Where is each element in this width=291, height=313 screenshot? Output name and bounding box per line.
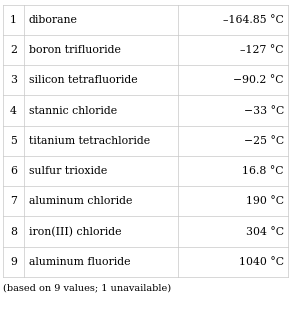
- Text: boron trifluoride: boron trifluoride: [29, 45, 120, 55]
- Text: titanium tetrachloride: titanium tetrachloride: [29, 136, 150, 146]
- Text: –164.85 °C: –164.85 °C: [223, 15, 284, 25]
- Text: iron(III) chloride: iron(III) chloride: [29, 227, 121, 237]
- Text: −90.2 °C: −90.2 °C: [233, 75, 284, 85]
- Text: 6: 6: [10, 166, 17, 176]
- Text: 2: 2: [10, 45, 17, 55]
- Text: 304 °C: 304 °C: [246, 227, 284, 237]
- Text: (based on 9 values; 1 unavailable): (based on 9 values; 1 unavailable): [3, 283, 171, 292]
- Text: −33 °C: −33 °C: [244, 105, 284, 115]
- Text: stannic chloride: stannic chloride: [29, 105, 117, 115]
- Text: 7: 7: [10, 196, 17, 206]
- Text: 5: 5: [10, 136, 17, 146]
- Text: diborane: diborane: [29, 15, 77, 25]
- Text: 9: 9: [10, 257, 17, 267]
- Text: –127 °C: –127 °C: [240, 45, 284, 55]
- Text: aluminum fluoride: aluminum fluoride: [29, 257, 130, 267]
- Text: aluminum chloride: aluminum chloride: [29, 196, 132, 206]
- Text: 190 °C: 190 °C: [246, 196, 284, 206]
- Text: sulfur trioxide: sulfur trioxide: [29, 166, 107, 176]
- Text: 4: 4: [10, 105, 17, 115]
- Text: 8: 8: [10, 227, 17, 237]
- Text: 1040 °C: 1040 °C: [239, 257, 284, 267]
- Text: 3: 3: [10, 75, 17, 85]
- Text: 1: 1: [10, 15, 17, 25]
- Text: −25 °C: −25 °C: [244, 136, 284, 146]
- Text: 16.8 °C: 16.8 °C: [242, 166, 284, 176]
- Text: silicon tetrafluoride: silicon tetrafluoride: [29, 75, 137, 85]
